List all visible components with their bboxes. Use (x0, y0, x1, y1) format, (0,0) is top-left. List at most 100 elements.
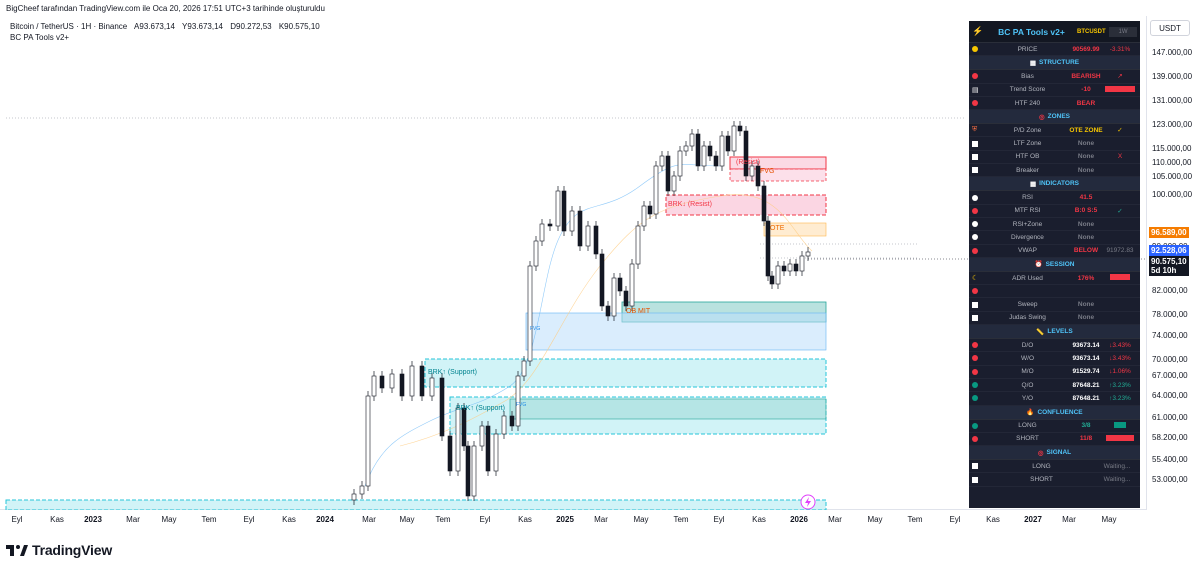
support-zone-mid (449, 396, 827, 435)
row-extra: ✓ (1117, 127, 1123, 135)
row-value: None (1077, 314, 1095, 322)
row-value: None (1077, 301, 1095, 309)
row-value: 11/8 (1079, 435, 1093, 443)
support-zone-mid-label: BRK↑ (Support) (456, 405, 506, 412)
time-tick: Eyl (949, 515, 961, 524)
row-label: Trend Score (1009, 86, 1046, 94)
price-row: PRICE 90569.99 -3.31% (969, 43, 1140, 57)
candle-body (725, 135, 731, 152)
status-dot-icon (972, 355, 978, 362)
row-label: Sweep (1017, 301, 1038, 309)
ohlc-low: D90.272,53 (230, 22, 272, 31)
pa-tools-panel: ⚡ BC PA Tools v2+ BTCUSDT 1W PRICE 90569… (969, 21, 1140, 508)
status-dot-icon (972, 382, 978, 389)
candle-body (743, 130, 749, 177)
row-label: D/O (1021, 341, 1034, 349)
time-tick: 2023 (84, 515, 102, 524)
ob-mit-label: OB MIT (626, 308, 651, 315)
symbol-title[interactable]: Bitcoin / TetherUS · 1H · Binance (10, 22, 128, 31)
structure-row: Bias BEARISH ↗ (969, 70, 1140, 84)
price-tick: 58.200,00 (1152, 433, 1188, 442)
session-row: ☾ ADR Used 176% (969, 272, 1140, 286)
candle-body (471, 445, 477, 497)
price-label: PRICE (1017, 45, 1038, 53)
status-dot-icon (972, 342, 978, 349)
indicator-row: Divergence None (969, 231, 1140, 245)
candle-body (719, 135, 725, 167)
time-tick: 2024 (316, 515, 334, 524)
row-label: SHORT (1016, 435, 1039, 443)
panel-title: BC PA Tools v2+ (998, 26, 1065, 37)
price-tick: 131.000,00 (1152, 96, 1193, 105)
candle-body (569, 210, 575, 232)
candle-body (707, 145, 713, 157)
price-badge: 92.528,06 (1149, 245, 1189, 256)
level-row: Y/O 87648.21 ↑3.23% (969, 392, 1140, 406)
time-tick: May (399, 515, 415, 524)
row-value: None (1077, 166, 1095, 174)
row-value: 93673.14 (1072, 341, 1100, 349)
row-extra: ↓3.43% (1109, 341, 1131, 349)
time-tick: Eyl (11, 515, 23, 524)
resist-zone-top-label: (Resist) (736, 159, 761, 166)
candle-body (455, 407, 461, 472)
candle-body (461, 407, 467, 447)
time-tick: Mar (362, 515, 376, 524)
row-extra: ↗ (1117, 73, 1123, 81)
section-levels: 📏 LEVELS (969, 325, 1140, 340)
time-axis[interactable]: Eyl Kas 2023 Mar May Tem Eyl Kas 2024 Mar May Tem Ey… (0, 511, 1146, 529)
ote-zone (763, 222, 827, 237)
indicator-legend[interactable]: BC PA Tools v2+ (10, 33, 70, 42)
row-value: 87648.21 (1072, 381, 1100, 389)
ma-line-fast (364, 164, 721, 487)
candle-body (419, 365, 425, 397)
section-confluence: 🔥 CONFLUENCE (969, 405, 1140, 420)
price-tick: 74.000,00 (1152, 331, 1188, 340)
candle-body (605, 305, 611, 317)
alert-lightning-icon[interactable] (800, 494, 816, 510)
time-tick: Mar (828, 515, 842, 524)
row-value: 91529.74 (1072, 368, 1100, 376)
row-value: None (1077, 153, 1095, 161)
panel-symbol: BTCUSDT (1077, 28, 1106, 35)
row-value: None (1077, 233, 1095, 241)
checkbox-icon (972, 314, 978, 321)
section-indicators: ▦ INDICATORS (969, 177, 1140, 192)
chart-canvas[interactable] (0, 16, 1146, 510)
ote-zone-label: OTE (770, 225, 785, 232)
candle-body (547, 223, 553, 227)
candle-body (653, 165, 659, 215)
candle-body (737, 125, 743, 132)
candle-body (677, 150, 683, 177)
resist-zone-fvg-label: FVG (760, 168, 775, 175)
candle-body (683, 145, 689, 152)
row-label: MTF RSI (1014, 207, 1041, 215)
price-tick: 53.000,00 (1152, 475, 1188, 484)
row-value: BEAR (1076, 99, 1096, 107)
row-label: Bias (1021, 72, 1034, 80)
row-label: VWAP (1018, 247, 1037, 255)
row-label: LONG (1018, 422, 1037, 430)
status-dot-icon (972, 368, 978, 375)
confluence-bar (1114, 421, 1126, 428)
support-zone-top-label: BRK↑ (Support) (428, 369, 478, 376)
time-tick: Eyl (243, 515, 255, 524)
candle-body (539, 223, 545, 242)
section-signal: ◎ SIGNAL (969, 446, 1140, 461)
row-label: P/D Zone (1013, 126, 1042, 134)
fvg-left-label: FVG (530, 326, 541, 332)
section-zones: ◎ ZONES (969, 110, 1140, 125)
support-zone-bottom (5, 499, 827, 510)
price-tick: 61.000,00 (1152, 413, 1188, 422)
tradingview-logo[interactable]: TradingView (6, 540, 112, 560)
chart-pane[interactable]: (Resist) FVG BRK↓ (Resist) OTE OB MIT FV… (0, 16, 1146, 510)
checkbox-icon (972, 301, 978, 308)
candle-body (379, 375, 385, 389)
row-extra: ↑3.23% (1109, 394, 1131, 402)
support-zone-top (424, 358, 827, 388)
currency-button[interactable]: USDT (1150, 20, 1190, 36)
tradingview-logo-icon (6, 545, 28, 556)
time-tick: May (867, 515, 883, 524)
candle-body (501, 415, 507, 435)
price-change: -3.31% (1109, 45, 1131, 53)
